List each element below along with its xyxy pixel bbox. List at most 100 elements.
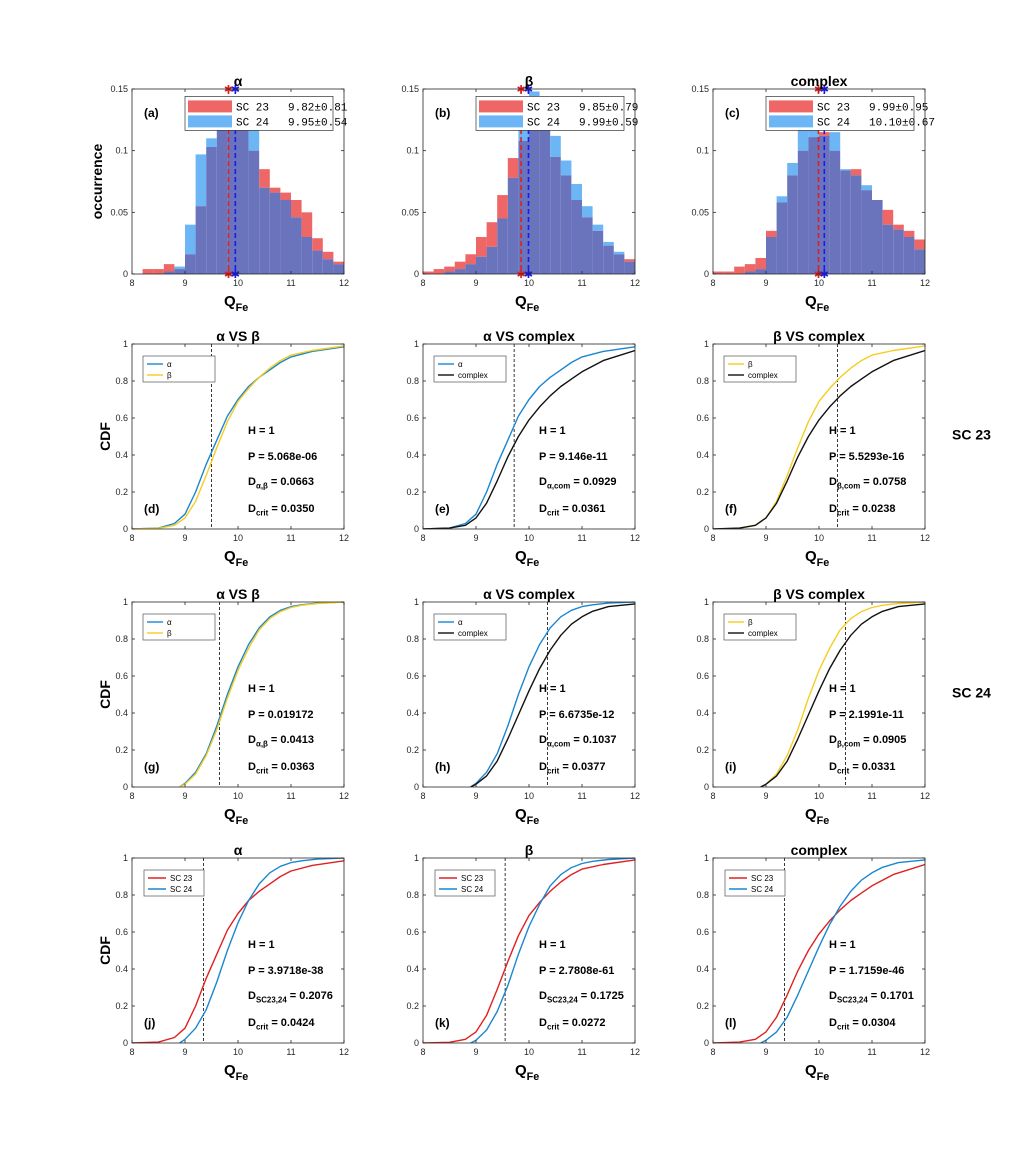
stat-p: P = 0.019172 — [248, 709, 314, 721]
row-label: SC 24 — [952, 685, 991, 701]
plot-area — [760, 602, 925, 787]
hist-bar-sc23 — [423, 271, 434, 274]
stat-d-main: D — [248, 476, 256, 488]
stat-dcrit: Dcrit = 0.0272 — [539, 1017, 605, 1032]
y-tick-label: 0.2 — [406, 1001, 419, 1011]
stat-d-main: D — [539, 734, 547, 746]
y-tick-label: 0.05 — [110, 207, 128, 217]
y-tick-label: 0.2 — [406, 745, 419, 755]
stat-d-sub: SC23,24 — [547, 996, 578, 1005]
x-axis-label-main: Q — [224, 806, 236, 823]
stat-dcrit-value: = 0.0363 — [268, 761, 314, 773]
mean-star-marker: ✱ — [814, 84, 823, 96]
y-tick-label: 1 — [704, 853, 709, 863]
stat-dcrit: Dcrit = 0.0238 — [829, 503, 895, 518]
stat-dcrit-sub: crit — [256, 509, 269, 518]
hist-bar-overlap — [624, 261, 635, 274]
y-tick-label: 0 — [704, 269, 709, 279]
panel-e: α complex H = 1 P = 9.146e-11 Dα,com = 0.092… — [406, 328, 640, 569]
x-tick-label: 11 — [577, 1047, 586, 1057]
hist-bar-sc23 — [635, 264, 646, 268]
y-tick-label: 0 — [123, 269, 128, 279]
y-tick-label: 0.1 — [696, 146, 709, 156]
hist-bar-overlap — [269, 192, 281, 274]
y-tick-label: 0.8 — [696, 890, 709, 900]
hist-bar-sc23 — [322, 251, 334, 260]
x-tick-label: 9 — [763, 533, 768, 543]
stat-d-value: = 0.2076 — [287, 990, 333, 1002]
hist-bar-overlap — [755, 269, 766, 274]
legend: α complex — [433, 355, 507, 383]
cdf-line-sc24 — [760, 859, 925, 1043]
x-tick-label: 9 — [473, 533, 478, 543]
legend-stat: 10.10±0.67 — [869, 117, 935, 129]
hist-bar-sc24 — [582, 206, 593, 218]
hist-bar-overlap — [861, 190, 872, 274]
x-tick-label: 12 — [339, 791, 349, 801]
x-tick-label: 9 — [182, 1047, 187, 1057]
y-tick-label: 0.2 — [115, 487, 128, 497]
hist-bar-sc24 — [592, 224, 604, 231]
x-tick-label: 10 — [814, 533, 824, 543]
cdf-line-α — [132, 346, 344, 529]
x-tick-label: 8 — [129, 791, 134, 801]
mean-star-marker: ✱ — [516, 269, 525, 281]
panel-title: β VS complex — [773, 328, 865, 344]
y-tick-label: 0 — [123, 1038, 128, 1048]
legend-label: α — [458, 360, 463, 369]
hist-bar-overlap — [312, 250, 323, 274]
y-tick-label: 0.2 — [406, 487, 419, 497]
legend-label: SC 24 — [527, 117, 560, 129]
x-axis-label-main: Q — [224, 293, 236, 310]
stat-dcrit-value: = 0.0331 — [849, 761, 895, 773]
stat-d: Dβ,com = 0.0905 — [829, 734, 906, 749]
x-tick-label: 8 — [420, 533, 425, 543]
x-axis-label: QFe — [224, 293, 248, 314]
hist-bar-sc23 — [259, 169, 270, 188]
legend: SC 23 9.82±0.81 SC 24 9.95±0.54 — [184, 96, 348, 131]
legend-label: α — [167, 618, 172, 627]
x-axis-label: QFe — [805, 293, 829, 314]
x-tick-label: 9 — [473, 278, 478, 288]
hist-bar-overlap — [259, 187, 270, 274]
y-tick-label: 0.6 — [115, 927, 128, 937]
x-tick-label: 12 — [630, 1047, 640, 1057]
x-axis-label-sub: Fe — [236, 557, 249, 569]
stat-d: Dβ,com = 0.0758 — [829, 476, 906, 491]
x-tick-label: 10 — [233, 791, 243, 801]
hist-bar-sc24 — [560, 160, 572, 176]
hist-bar-sc23 — [507, 158, 519, 178]
x-tick-label: 11 — [867, 278, 876, 288]
hist-bar-sc23 — [269, 187, 281, 193]
stat-dcrit: Dcrit = 0.0361 — [539, 503, 605, 518]
y-tick-label: 0 — [704, 1038, 709, 1048]
y-tick-label: 0.2 — [696, 487, 709, 497]
stat-p: P = 2.7808e-61 — [539, 965, 614, 977]
panel-title: α VS β — [216, 586, 260, 602]
cdf-line-sc23 — [713, 863, 925, 1043]
x-axis-label-main: Q — [805, 548, 817, 565]
x-axis-label-main: Q — [224, 1062, 236, 1079]
stat-dcrit-value: = 0.0272 — [559, 1017, 605, 1029]
cdf-line-complex — [760, 603, 925, 787]
hist-bar-overlap — [872, 200, 883, 274]
stat-dcrit: Dcrit = 0.0424 — [248, 1017, 315, 1032]
hist-bar-sc23 — [355, 267, 366, 274]
y-tick-label: 0.6 — [696, 927, 709, 937]
x-axis-label-main: Q — [805, 1062, 817, 1079]
x-tick-label: 10 — [814, 1047, 824, 1057]
y-tick-label: 0.8 — [406, 890, 419, 900]
y-tick-label: 0.15 — [110, 84, 128, 94]
legend-label: SC 23 — [170, 874, 193, 883]
hist-bar-overlap — [185, 254, 196, 274]
legend-box — [723, 355, 797, 383]
legend-label: SC 24 — [170, 885, 193, 894]
x-axis-label-main: Q — [805, 293, 817, 310]
x-axis-label: QFe — [224, 806, 248, 827]
hist-bar-overlap — [507, 177, 519, 274]
hist-bar-overlap — [518, 140, 529, 274]
x-tick-label: 11 — [286, 278, 295, 288]
